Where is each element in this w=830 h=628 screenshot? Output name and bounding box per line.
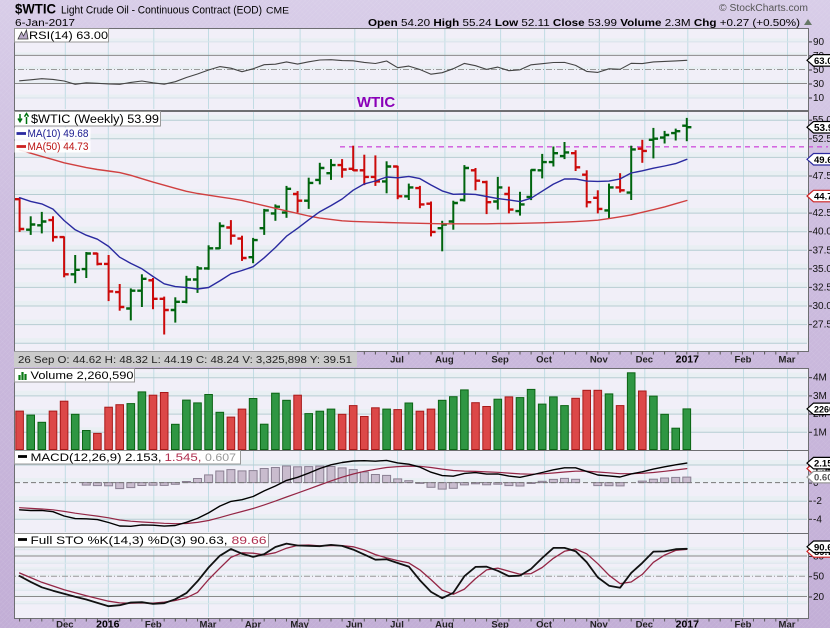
svg-text:30: 30	[813, 79, 825, 90]
svg-text:20: 20	[813, 592, 825, 603]
svg-text:50: 50	[813, 65, 825, 76]
svg-text:Mar: Mar	[779, 355, 796, 366]
svg-text:Jun: Jun	[346, 620, 363, 628]
svg-text:0.60: 0.60	[814, 473, 830, 484]
svg-text:Aug: Aug	[435, 620, 454, 628]
svg-text:Full STO %K(14,3) %D(3) 90.63,: Full STO %K(14,3) %D(3) 90.63,	[31, 535, 228, 547]
svg-text:90: 90	[813, 37, 825, 48]
svg-text:Oct: Oct	[536, 620, 553, 628]
svg-text:47.5: 47.5	[813, 171, 830, 182]
svg-text:-4: -4	[813, 514, 822, 525]
svg-text:WTIC: WTIC	[357, 94, 395, 111]
svg-text:42.5: 42.5	[813, 208, 830, 219]
svg-text:Open 54.20 High 55.24 Low 52: Open 54.20 High 55.24 Low 52.11 Close 53…	[368, 17, 800, 29]
svg-text:-2: -2	[813, 496, 822, 507]
svg-text:1M: 1M	[813, 427, 827, 438]
svg-text:CME: CME	[266, 6, 289, 17]
svg-text:Mar: Mar	[779, 620, 796, 628]
svg-text:2260590: 2260590	[814, 405, 830, 415]
svg-text:3M: 3M	[813, 391, 827, 402]
svg-text:35.0: 35.0	[813, 264, 830, 275]
svg-text:© StockCharts.com: © StockCharts.com	[719, 3, 808, 14]
svg-text:26 Sep O: 44.62 H: 48.32 L: 26 Sep O: 44.62 H: 48.32 L: 44.19 C: 48.…	[18, 355, 352, 366]
svg-text:40.0: 40.0	[813, 227, 830, 238]
svg-text:Mar: Mar	[200, 620, 217, 628]
svg-text:32.5: 32.5	[813, 282, 830, 293]
svg-text:0: 0	[813, 478, 819, 489]
svg-text:50: 50	[813, 572, 825, 583]
svg-text:Volume 2,260,590: Volume 2,260,590	[31, 370, 134, 382]
svg-text:44.7: 44.7	[814, 192, 830, 203]
svg-text:$WTIC (Weekly) 53.99: $WTIC (Weekly) 53.99	[31, 114, 159, 126]
svg-text:$WTIC: $WTIC	[15, 2, 56, 17]
svg-text:RSI(14) 63.00: RSI(14) 63.00	[29, 30, 108, 42]
svg-text:Feb: Feb	[145, 620, 162, 628]
svg-text:0.607: 0.607	[205, 452, 236, 464]
svg-text:2016: 2016	[96, 619, 120, 628]
svg-text:MACD(12,26,9) 2.153,: MACD(12,26,9) 2.153,	[31, 452, 162, 464]
svg-text:63.00: 63.00	[814, 56, 830, 67]
svg-text:1.54: 1.54	[814, 464, 830, 475]
svg-text:Nov: Nov	[590, 620, 609, 628]
svg-text:90.6: 90.6	[814, 542, 830, 553]
svg-text:Feb: Feb	[735, 355, 752, 366]
svg-text:Jul: Jul	[390, 355, 404, 366]
svg-text:53.9: 53.9	[814, 123, 830, 134]
svg-text:Feb: Feb	[735, 620, 752, 628]
svg-text:MA(10) 49.68: MA(10) 49.68	[28, 128, 89, 140]
svg-text:2017: 2017	[676, 354, 700, 366]
svg-text:30.0: 30.0	[813, 301, 830, 312]
svg-text:37.5: 37.5	[813, 245, 830, 256]
svg-text:Aug: Aug	[435, 355, 454, 366]
svg-text:27.5: 27.5	[813, 320, 830, 331]
svg-text:Light Crude Oil - Continuous C: Light Crude Oil - Continuous Contract (E…	[61, 5, 262, 17]
svg-text:Sep: Sep	[491, 355, 509, 366]
svg-text:Dec: Dec	[636, 620, 653, 628]
svg-text:4M: 4M	[813, 373, 827, 384]
svg-text:10: 10	[813, 93, 825, 104]
svg-text:6-Jan-2017: 6-Jan-2017	[15, 18, 76, 29]
svg-text:89.66: 89.66	[232, 535, 267, 547]
svg-text:Nov: Nov	[590, 355, 609, 366]
svg-text:Oct: Oct	[536, 355, 553, 366]
svg-text:1.545,: 1.545,	[165, 452, 202, 464]
svg-text:2.15: 2.15	[814, 459, 830, 470]
svg-text:Dec: Dec	[56, 620, 73, 628]
svg-text:Dec: Dec	[636, 355, 653, 366]
svg-text:52.5: 52.5	[813, 134, 830, 145]
svg-text:2017: 2017	[676, 619, 700, 628]
svg-text:Sep: Sep	[491, 620, 509, 628]
svg-text:Jul: Jul	[390, 620, 404, 628]
svg-text:Apr: Apr	[245, 620, 262, 628]
svg-text:May: May	[290, 620, 309, 628]
svg-text:MA(50) 44.73: MA(50) 44.73	[28, 141, 89, 153]
svg-text:55.0: 55.0	[813, 115, 830, 126]
svg-text:49.6: 49.6	[814, 155, 830, 166]
